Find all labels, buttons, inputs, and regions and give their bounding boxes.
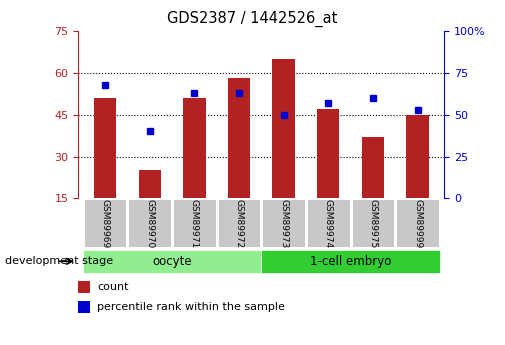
Text: development stage: development stage bbox=[5, 256, 113, 266]
Bar bbox=[317, 109, 339, 240]
Text: percentile rank within the sample: percentile rank within the sample bbox=[97, 302, 285, 312]
Text: GSM89972: GSM89972 bbox=[234, 199, 243, 248]
Text: oocyte: oocyte bbox=[152, 255, 192, 268]
Text: GDS2387 / 1442526_at: GDS2387 / 1442526_at bbox=[167, 10, 338, 27]
Text: count: count bbox=[97, 282, 129, 292]
Bar bbox=[173, 199, 216, 247]
Text: GSM89970: GSM89970 bbox=[145, 199, 154, 248]
Bar bbox=[396, 199, 439, 247]
Bar bbox=[351, 199, 394, 247]
Bar bbox=[128, 199, 171, 247]
Bar bbox=[84, 199, 126, 247]
Text: GSM89969: GSM89969 bbox=[100, 199, 110, 248]
Bar bbox=[218, 199, 261, 247]
Bar bbox=[273, 59, 295, 240]
Text: GSM89999: GSM89999 bbox=[413, 199, 422, 248]
Bar bbox=[78, 301, 90, 313]
Text: GSM89975: GSM89975 bbox=[369, 199, 377, 248]
Bar bbox=[138, 170, 161, 240]
Text: GSM89974: GSM89974 bbox=[324, 199, 333, 248]
Bar bbox=[183, 98, 206, 240]
Bar bbox=[228, 78, 250, 240]
Text: GSM89971: GSM89971 bbox=[190, 199, 199, 248]
Text: GSM89973: GSM89973 bbox=[279, 199, 288, 248]
Bar bbox=[407, 115, 429, 240]
Text: 1-cell embryo: 1-cell embryo bbox=[310, 255, 391, 268]
Bar bbox=[362, 137, 384, 240]
Bar bbox=[307, 199, 350, 247]
Bar bbox=[94, 98, 116, 240]
Bar bbox=[78, 282, 90, 293]
Bar bbox=[262, 250, 440, 273]
Bar bbox=[83, 250, 262, 273]
Bar bbox=[262, 199, 305, 247]
